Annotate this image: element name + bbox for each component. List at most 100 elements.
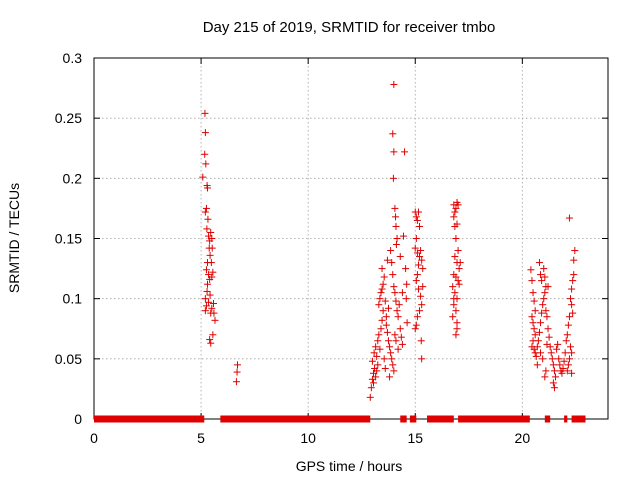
x-tick-label: 5 [197, 430, 205, 446]
data-point [569, 309, 577, 317]
data-point [376, 295, 384, 303]
data-point [553, 345, 561, 353]
data-point [416, 307, 424, 315]
data-point [393, 235, 401, 242]
data-point [535, 328, 543, 336]
data-point [542, 367, 550, 375]
data-point [377, 289, 385, 297]
data-point [567, 343, 575, 351]
data-point [413, 216, 421, 224]
data-point [208, 304, 216, 312]
data-point [374, 337, 382, 345]
data-point [450, 213, 458, 221]
data-point [199, 173, 207, 181]
x-axis-label: GPS time / hours [296, 458, 403, 474]
data-point [209, 268, 217, 276]
data-point [207, 339, 215, 347]
data-point [210, 309, 218, 317]
data-point [456, 259, 464, 267]
y-tick-label: 0.3 [63, 50, 83, 66]
data-point [366, 393, 374, 401]
data-point [369, 379, 377, 387]
data-point [380, 273, 388, 281]
data-point [450, 301, 458, 309]
data-point [538, 277, 546, 285]
data-point [541, 373, 549, 381]
data-point [233, 361, 241, 369]
data-point [540, 295, 548, 303]
data-point [202, 302, 210, 310]
data-point [530, 325, 538, 333]
data-point [391, 289, 399, 297]
data-point [451, 253, 459, 261]
data-point [399, 232, 407, 240]
data-point [210, 299, 218, 307]
data-point [564, 361, 572, 369]
data-point [533, 361, 541, 369]
data-point [391, 204, 399, 212]
data-point [379, 307, 387, 315]
data-point [449, 283, 457, 291]
data-point [418, 301, 426, 309]
data-point [390, 367, 398, 375]
y-axis-label: SRMTID / TECUs [6, 183, 22, 293]
data-point [402, 295, 410, 303]
data-point [539, 301, 547, 309]
data-point [211, 316, 219, 324]
data-point [201, 109, 209, 117]
data-point [370, 349, 378, 357]
data-point [412, 235, 420, 242]
data-point [563, 331, 571, 339]
data-point [550, 367, 558, 375]
data-point [386, 343, 394, 351]
data-point [411, 325, 419, 333]
data-point [372, 373, 380, 381]
data-point [382, 313, 390, 321]
data-point [454, 277, 462, 285]
data-point [416, 253, 424, 261]
data-point [401, 148, 409, 156]
y-tick-label: 0.25 [55, 110, 82, 126]
data-point [547, 349, 555, 357]
data-point [539, 355, 547, 363]
data-point [376, 345, 384, 353]
data-point [389, 174, 397, 182]
data-point [453, 319, 461, 327]
data-point [201, 150, 209, 158]
data-point [562, 337, 570, 345]
data-point [207, 228, 215, 236]
data-point [368, 357, 376, 365]
data-point [528, 277, 536, 285]
data-point [531, 331, 539, 339]
data-point [528, 313, 536, 321]
data-point [413, 271, 421, 279]
data-point [202, 266, 210, 274]
data-point [391, 331, 399, 339]
data-point [389, 130, 397, 138]
data-point [204, 215, 212, 223]
data-point [419, 283, 427, 291]
data-point [540, 265, 548, 273]
data-point [570, 271, 578, 279]
data-point [449, 313, 457, 321]
data-point [392, 222, 400, 230]
data-point [537, 349, 545, 357]
y-tick-label: 0.1 [63, 291, 83, 307]
data-point [208, 273, 216, 281]
data-point [208, 244, 216, 252]
data-point [396, 253, 404, 261]
data-point [201, 208, 209, 216]
data-point [396, 325, 404, 333]
data-point [392, 337, 400, 345]
data-point [402, 265, 410, 273]
data-point [555, 355, 563, 363]
data-point [550, 384, 558, 392]
data-point [454, 201, 462, 209]
data-point [380, 355, 388, 363]
data-point [527, 266, 535, 274]
data-point [537, 271, 545, 279]
data-point [568, 285, 576, 293]
data-point [388, 355, 396, 363]
data-point [378, 285, 386, 293]
